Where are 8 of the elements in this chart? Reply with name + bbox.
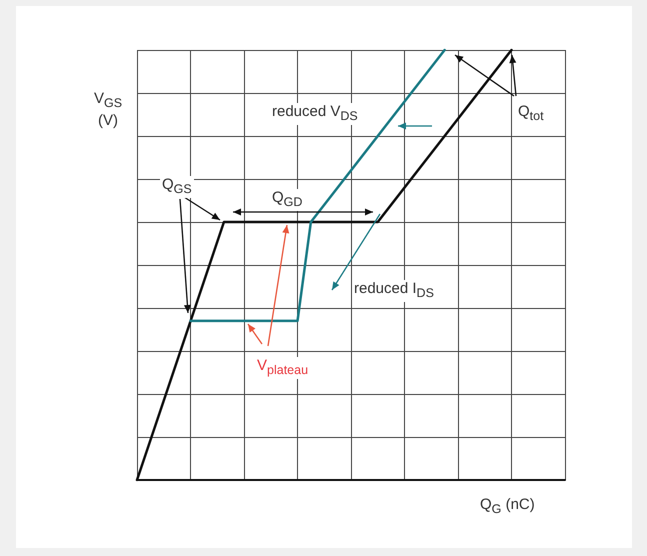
annotation: reduced V$_{DS}$ bbox=[270, 103, 360, 125]
x-axis-title: Q$_{G}$ (nC) bbox=[480, 496, 535, 518]
annotation: Q$_{tot}$ bbox=[516, 103, 546, 125]
annotation: Q$_{GD}$ bbox=[270, 189, 304, 211]
y-axis-title: V$_{GS}$ (V) bbox=[92, 90, 124, 130]
annotation: reduced I$_{DS}$ bbox=[352, 280, 436, 302]
annotation: V$_{plateau}$ bbox=[255, 357, 310, 379]
annotation: Q$_{GS}$ bbox=[160, 176, 194, 198]
